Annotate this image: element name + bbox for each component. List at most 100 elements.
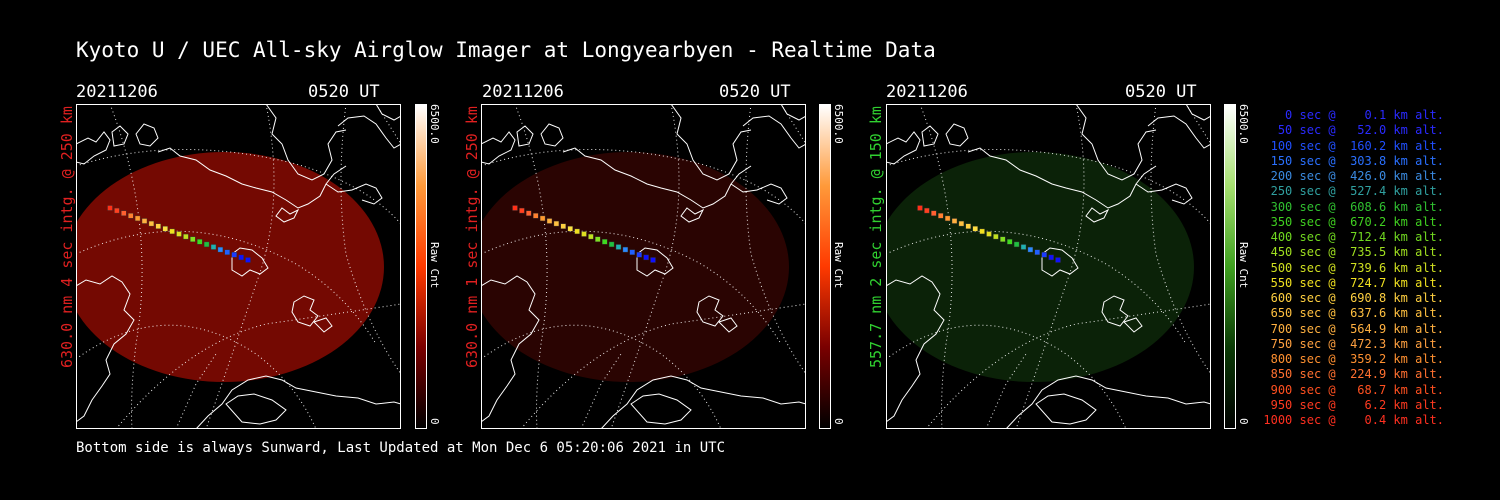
trajectory-point [148,220,155,227]
panel-1-time: 0520 UT [308,82,380,102]
airglow-image [481,152,789,382]
trajectory-point [553,220,560,227]
trajectory-point [128,213,134,219]
trajectory-point [965,223,972,229]
legend-row: 350 sec @ 670.2 km alt. [1263,214,1444,229]
panel-2-image [481,104,806,429]
trajectory-point [141,218,148,224]
trajectory-point [1000,236,1006,242]
trajectory-point [190,236,196,242]
legend-row: 100 sec @ 160.2 km alt. [1263,138,1444,153]
coastline [135,123,159,147]
trajectory-point [1013,241,1020,248]
legend-row: 400 sec @ 712.4 km alt. [1263,230,1444,244]
coastline [195,375,401,429]
trajectory-point [134,215,141,222]
trajectory-point [162,226,168,232]
legend-row: 500 sec @ 739.6 km alt. [1263,260,1444,275]
latlon-grid-line [76,230,377,345]
panel-1-colorbar-unit: Raw Cnt [428,242,441,289]
trajectory-point [512,205,518,211]
legend-row: 450 sec @ 735.5 km alt. [1263,245,1444,260]
legend-row: 600 sec @ 690.8 km alt. [1263,291,1444,305]
trajectory-point [588,233,594,240]
coastline [265,104,347,181]
coastline [291,295,319,327]
trajectory-point [560,223,567,229]
legend-row: 850 sec @ 224.9 km alt. [1263,367,1444,382]
trajectory-point [196,239,203,245]
trajectory-point [114,207,120,214]
coastline [313,317,333,333]
trajectory-point [924,207,930,214]
panel-2-colorbar-max: 6500.0 [832,104,845,144]
coastline [562,147,752,209]
trajectory-point [601,239,608,245]
coastline [157,147,347,209]
panel-frame [481,104,806,429]
footer-status: Bottom side is always Sunward, Last Upda… [76,440,726,456]
trajectory-point [176,231,182,237]
coastline [967,147,1157,209]
trajectory-point [1048,254,1054,261]
panel-frame [76,104,401,429]
trajectory-point [1041,252,1047,258]
coastline [1147,115,1211,149]
coastline [630,393,692,425]
latlon-grid-line [175,353,217,429]
trajectory-point [238,254,244,261]
panel-2-colorbar [819,104,831,429]
legend-row: 0 sec @ 0.1 km alt. [1263,108,1444,122]
coastline [481,275,540,423]
panel-3-wavelength-label: 557.7 nm 2 sec intg. @ 150 km [867,106,885,368]
coastline [600,375,806,429]
trajectory-point [931,210,937,216]
trajectory-point [972,226,978,232]
trajectory-point [650,257,656,263]
panel-1-date: 20211206 [76,82,158,102]
coastline [670,104,752,181]
trajectory-point [574,228,580,235]
coastline [696,295,724,327]
page-title: Kyoto U / UEC All-sky Airglow Imager at … [76,38,936,62]
legend-row: 750 sec @ 472.3 km alt. [1263,336,1444,351]
trajectory-point [636,252,642,258]
latlon-grid-line [985,353,1027,429]
trajectory-point [231,252,237,258]
legend-row: 800 sec @ 359.2 km alt. [1263,352,1444,366]
legend-row: 200 sec @ 426.0 km alt. [1263,169,1444,183]
trajectory-point [944,215,951,222]
panel-2-colorbar-min: 0 [832,418,845,425]
legend-row: 900 sec @ 68.7 km alt. [1263,382,1444,397]
coastline [886,131,921,165]
trajectory-point [917,205,923,211]
trajectory-point [203,241,210,248]
trajectory-point [567,226,573,232]
latlon-grid-line [580,353,622,429]
panel-1-colorbar-max: 6500.0 [428,104,441,144]
trajectory-point [1027,246,1034,253]
latlon-grid-line [76,324,317,429]
coastline [231,247,269,277]
coastline [742,115,806,149]
trajectory-point [107,205,113,211]
coastline [516,125,534,147]
trajectory-point [217,246,224,253]
airglow-image [886,152,1194,382]
coastline [111,125,129,147]
coastline [481,131,516,165]
trajectory-point [519,207,525,214]
legend-row: 950 sec @ 6.2 km alt. [1263,397,1444,412]
coastline [636,247,674,277]
panel-1-colorbar-min: 0 [428,418,441,425]
trajectory-point [595,236,601,242]
panel-1-colorbar [415,104,427,429]
coastline [1075,104,1157,181]
coastline [945,123,969,147]
coastline [886,275,945,423]
panel-3-colorbar-max: 6500.0 [1237,104,1250,144]
coastline [225,393,287,425]
trajectory-point [121,210,127,216]
trajectory-point [1055,257,1061,263]
trajectory-point [986,231,992,237]
